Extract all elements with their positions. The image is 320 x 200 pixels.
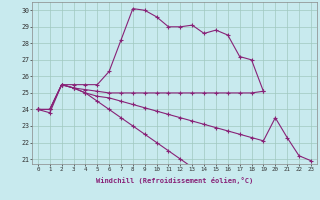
X-axis label: Windchill (Refroidissement éolien,°C): Windchill (Refroidissement éolien,°C) xyxy=(96,177,253,184)
